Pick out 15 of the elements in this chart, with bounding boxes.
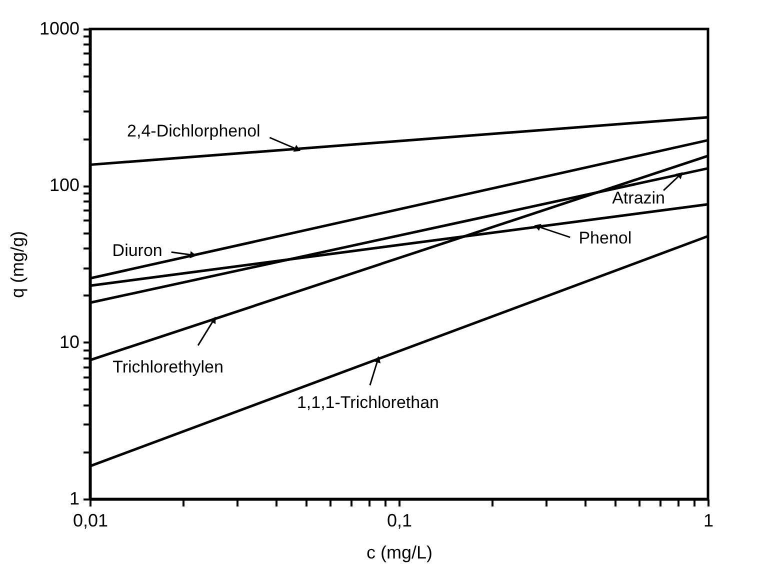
x-axis-title: c (mg/L) bbox=[366, 542, 433, 562]
annotation: Diuron bbox=[112, 241, 162, 260]
y-tick-label: 1 bbox=[69, 488, 80, 508]
y-tick-label: 1000 bbox=[39, 18, 80, 38]
annotation: Atrazin bbox=[612, 188, 666, 208]
x-tick-label: 0,1 bbox=[386, 510, 412, 530]
x-tick-label: 1 bbox=[703, 510, 714, 530]
x-tick-label: 0,01 bbox=[72, 510, 108, 530]
y-tick-label: 100 bbox=[49, 175, 80, 196]
y-tick-label: 10 bbox=[59, 332, 80, 352]
annotation: Phenol bbox=[578, 228, 632, 248]
annotation: Trichlorethylen bbox=[112, 357, 224, 376]
annotation: 2,4-Dichlorphenol bbox=[127, 122, 260, 141]
y-axis-title: q (mg/g) bbox=[7, 230, 28, 298]
annotation: 1,1,1-Trichlorethan bbox=[296, 393, 440, 412]
